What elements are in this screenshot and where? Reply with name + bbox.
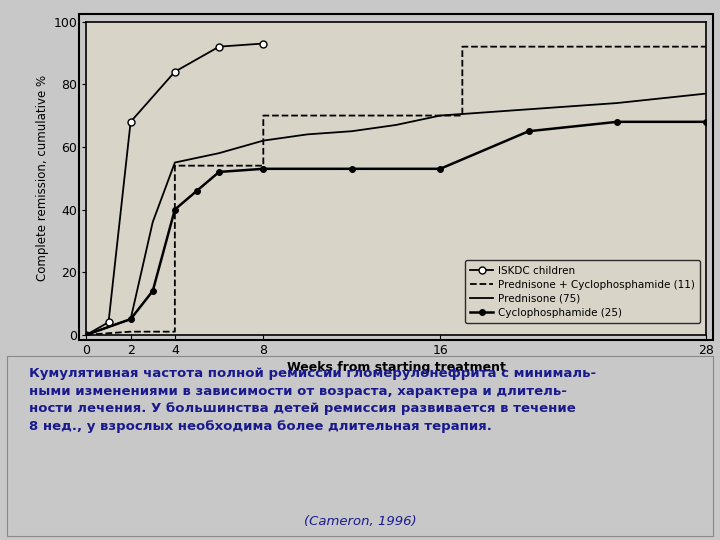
Text: (Cameron, 1996): (Cameron, 1996) [304,516,416,529]
Text: Кумулятивная частота полной ремиссии гломерулонефрита с минималь-
ными изменения: Кумулятивная частота полной ремиссии гло… [29,367,596,433]
Y-axis label: Complete remission, cumulative %: Complete remission, cumulative % [36,75,50,281]
Legend: ISKDC children, Prednisone + Cyclophosphamide (11), Prednisone (75), Cyclophosph: ISKDC children, Prednisone + Cyclophosph… [465,260,701,323]
X-axis label: Weeks from starting treatment: Weeks from starting treatment [287,361,505,374]
